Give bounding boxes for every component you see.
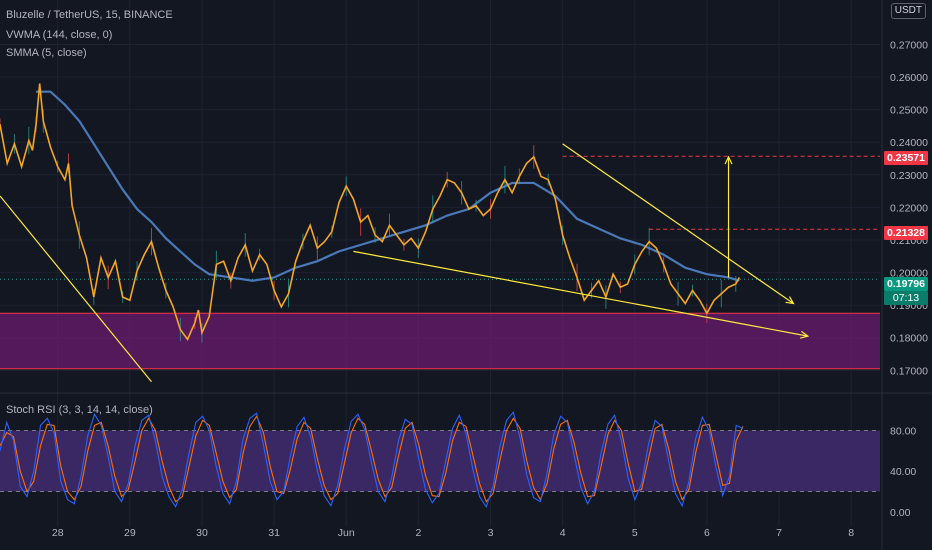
trendline-arrowhead — [799, 330, 810, 339]
x-tick-label: 31 — [268, 527, 280, 539]
x-tick-label: 28 — [52, 527, 64, 539]
currency-label[interactable]: USDT — [890, 3, 926, 19]
x-tick-label: 5 — [632, 527, 638, 539]
stoch-rsi-legend[interactable]: Stoch RSI (3, 3, 14, 14, close) — [6, 404, 153, 416]
y-tick-label: 0.24000 — [890, 137, 928, 149]
target-arrowhead — [724, 155, 733, 165]
resistance-price-tag: 0.21328 — [884, 226, 928, 240]
y-tick-label: 0.17000 — [890, 365, 928, 377]
x-tick-label: 30 — [196, 527, 208, 539]
x-tick-label: 8 — [848, 527, 854, 539]
x-tick-label: 3 — [488, 527, 494, 539]
support-zone — [0, 313, 880, 369]
bar-countdown-tag: 07:13 — [884, 291, 928, 305]
trendline-arrowhead — [785, 296, 795, 305]
x-tick-label: 6 — [704, 527, 710, 539]
x-tick-label: 2 — [415, 527, 421, 539]
symbol-legend[interactable]: Bluzelle / TetherUS, 15, BINANCE — [6, 9, 173, 21]
trendline — [562, 143, 794, 305]
y-tick-label: 0.18000 — [890, 333, 928, 345]
stoch-y-tick-label: 40.00 — [890, 466, 916, 478]
x-tick-label: 29 — [124, 527, 136, 539]
last-price-tag: 0.19796 — [884, 277, 928, 291]
y-tick-label: 0.27000 — [890, 39, 928, 51]
smma-legend[interactable]: SMMA (5, close) — [6, 47, 87, 59]
x-tick-label: 7 — [776, 527, 782, 539]
trendline — [353, 250, 808, 337]
y-tick-label: 0.26000 — [890, 72, 928, 84]
stoch-y-tick-label: 0.00 — [890, 507, 911, 519]
target-price-tag: 0.23571 — [884, 151, 928, 165]
trendline — [0, 195, 152, 383]
x-tick-label: Jun — [338, 527, 355, 539]
vwma-legend[interactable]: VWMA (144, close, 0) — [6, 29, 113, 41]
y-tick-label: 0.22000 — [890, 202, 928, 214]
x-tick-label: 4 — [560, 527, 566, 539]
stoch-y-tick-label: 80.00 — [890, 426, 916, 438]
vwma-line — [36, 90, 740, 282]
y-tick-label: 0.23000 — [890, 170, 928, 182]
y-tick-label: 0.20000 — [890, 268, 928, 280]
y-tick-label: 0.25000 — [890, 105, 928, 117]
stoch-k-line — [0, 411, 744, 509]
smma-price-line — [0, 83, 741, 341]
